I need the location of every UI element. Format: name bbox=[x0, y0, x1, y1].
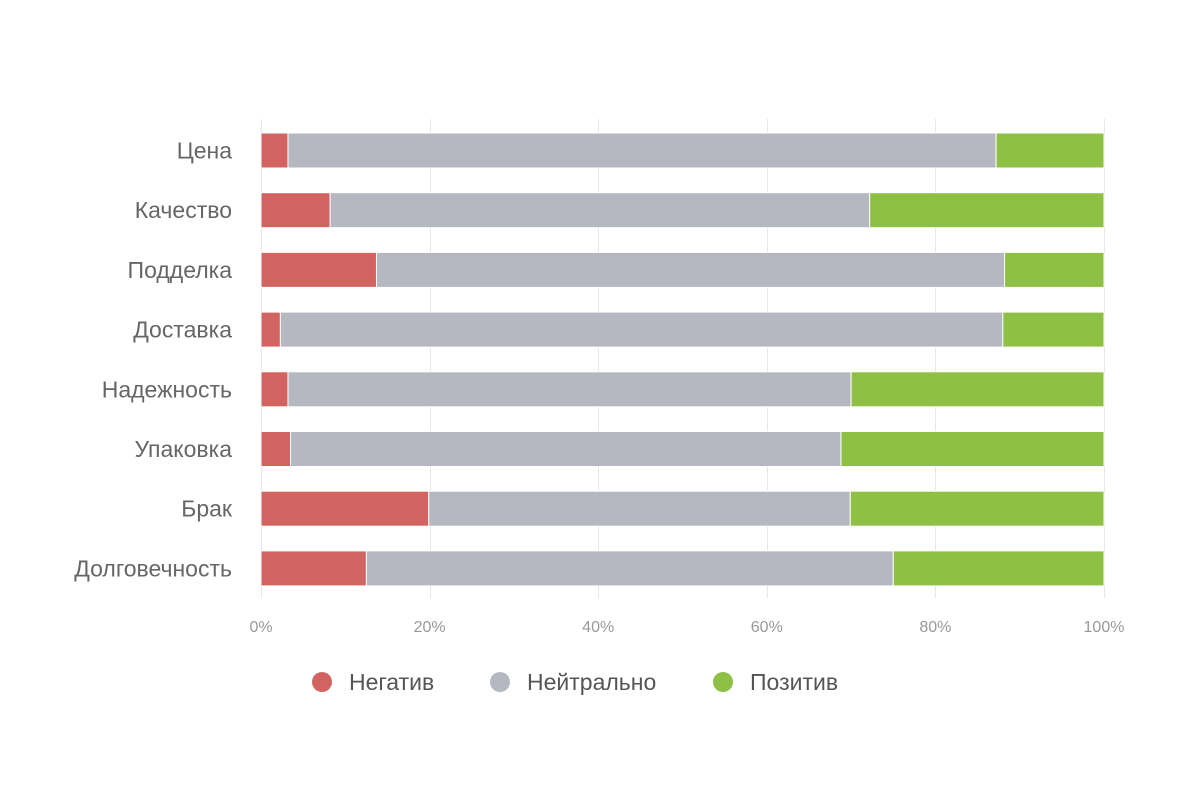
bar-2-series-1[interactable] bbox=[260, 192, 331, 229]
bar-3-series-1[interactable] bbox=[260, 251, 377, 288]
category-label-5: Надежность bbox=[102, 376, 232, 402]
bar-5-series-2[interactable] bbox=[287, 371, 852, 408]
bar-6-series-3[interactable] bbox=[840, 431, 1105, 467]
category-label-2: Качество bbox=[135, 197, 232, 223]
legend-marker-2 bbox=[490, 672, 510, 692]
bar-3-series-2[interactable] bbox=[375, 251, 1006, 288]
x-tick-label-2: 40% bbox=[582, 619, 614, 636]
bar-1-series-3[interactable] bbox=[995, 132, 1105, 169]
x-tick-label-5: 100% bbox=[1084, 619, 1125, 636]
bar-7-series-1[interactable] bbox=[260, 490, 430, 527]
legend-label-1: Негатив bbox=[349, 669, 434, 695]
bar-4-series-3[interactable] bbox=[1002, 311, 1105, 348]
bar-4-series-1[interactable] bbox=[260, 311, 281, 348]
legend-marker-1 bbox=[312, 672, 332, 692]
bar-7-series-3[interactable] bbox=[849, 490, 1105, 527]
bar-6-series-2[interactable] bbox=[290, 431, 842, 467]
bar-6-series-1[interactable] bbox=[260, 431, 291, 467]
x-tick-label-1: 20% bbox=[414, 619, 446, 636]
bar-8-series-2[interactable] bbox=[365, 550, 894, 587]
x-tick-label-3: 60% bbox=[751, 619, 783, 636]
bar-1-series-1[interactable] bbox=[260, 132, 289, 169]
x-tick-label-0: 0% bbox=[249, 619, 272, 636]
bar-8-series-3[interactable] bbox=[892, 550, 1105, 587]
bar-4-series-2[interactable] bbox=[279, 311, 1004, 348]
bars bbox=[260, 132, 1105, 587]
legend-item-2[interactable]: Нейтрально bbox=[490, 669, 656, 695]
category-label-3: Подделка bbox=[128, 257, 233, 283]
legend-label-3: Позитив bbox=[750, 669, 838, 695]
category-label-7: Брак bbox=[181, 496, 233, 522]
bar-5-series-3[interactable] bbox=[850, 371, 1105, 408]
legend-marker-3 bbox=[713, 672, 733, 692]
legend-item-3[interactable]: Позитив bbox=[713, 669, 838, 695]
category-label-1: Цена bbox=[177, 138, 233, 164]
category-label-6: Упаковка bbox=[134, 436, 232, 462]
legend[interactable]: Негатив Нейтрально Позитив bbox=[312, 669, 838, 695]
x-tick-label-4: 80% bbox=[919, 619, 951, 636]
category-labels: Цена Качество Подделка Доставка Надежность Уп… bbox=[74, 138, 233, 582]
bar-1-series-2[interactable] bbox=[287, 132, 997, 169]
category-label-8: Долговечность bbox=[74, 555, 232, 581]
bar-7-series-2[interactable] bbox=[428, 490, 851, 527]
bar-2-series-3[interactable] bbox=[869, 192, 1105, 229]
bar-2-series-2[interactable] bbox=[329, 192, 871, 229]
legend-item-1[interactable]: Негатив bbox=[312, 669, 434, 695]
bar-8-series-1[interactable] bbox=[260, 550, 367, 587]
category-label-4: Доставка bbox=[133, 317, 232, 343]
bar-5-series-1[interactable] bbox=[260, 371, 289, 408]
bar-3-series-3[interactable] bbox=[1004, 251, 1105, 288]
x-axis-tick-labels: 0% 20% 40% 60% 80% 100% bbox=[249, 619, 1124, 636]
legend-label-2: Нейтрально bbox=[527, 669, 656, 695]
